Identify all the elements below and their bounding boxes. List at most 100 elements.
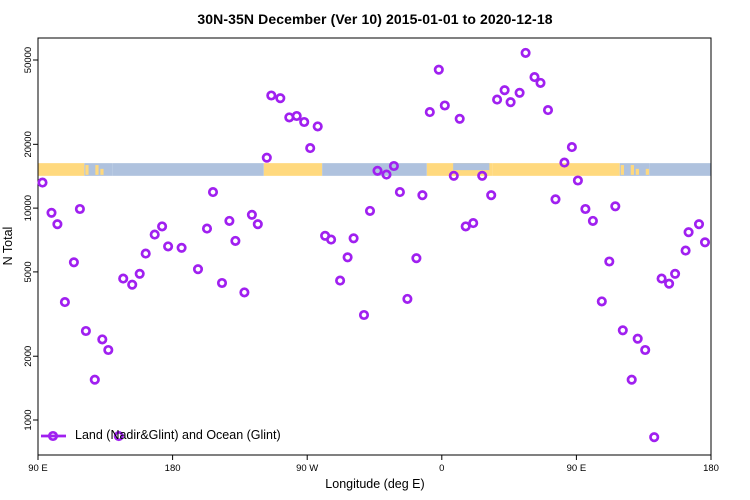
data-point	[699, 237, 711, 248]
data-point	[587, 215, 598, 226]
data-point	[59, 297, 70, 308]
x-tick-label: 90 E	[28, 463, 48, 474]
chart-title: 30N-35N December (Ver 10) 2015-01-01 to …	[197, 11, 553, 27]
data-point	[559, 157, 570, 168]
data-point	[305, 143, 316, 154]
data-point	[291, 110, 302, 122]
x-tick-label: 180	[165, 463, 181, 474]
data-point	[566, 142, 577, 153]
y-axis-label: N Total	[1, 226, 15, 266]
x-tick-label: 90 W	[296, 463, 318, 474]
data-point	[656, 273, 667, 284]
data-point	[596, 296, 607, 307]
data-point	[80, 325, 91, 337]
x-tick-label: 180	[703, 463, 719, 474]
data-point	[163, 241, 174, 252]
map-strip-island-patch	[95, 165, 99, 175]
data-point	[261, 152, 272, 163]
x-tick-label: 90 E	[567, 463, 587, 474]
plot-border	[37, 37, 712, 456]
data-point	[52, 219, 63, 230]
data-point	[505, 97, 516, 108]
data-point	[97, 334, 108, 345]
data-point	[649, 432, 660, 443]
data-point	[37, 177, 48, 188]
map-strip-island-segment	[619, 163, 650, 176]
y-tick-label: 1000	[23, 409, 34, 430]
data-point	[299, 116, 310, 128]
data-point	[113, 431, 124, 442]
y-tick-label: 2000	[23, 346, 34, 367]
data-point	[201, 223, 213, 234]
legend-marker-icon	[47, 430, 59, 442]
data-point	[680, 245, 691, 256]
data-point	[640, 344, 651, 356]
map-strip-island-patch	[100, 168, 104, 175]
data-point	[140, 248, 151, 259]
legend-label: Land (Nadir&Glint) and Ocean (Glint)	[75, 428, 281, 442]
data-point	[68, 257, 79, 268]
data-point	[477, 170, 488, 181]
data-point	[604, 256, 615, 267]
data-point	[275, 93, 286, 104]
data-point	[358, 309, 370, 321]
data-point	[192, 264, 204, 275]
data-point	[372, 165, 383, 176]
data-point	[127, 279, 138, 290]
map-strip-island-patch	[635, 168, 639, 175]
data-point	[224, 215, 235, 226]
data-point	[468, 218, 479, 229]
data-point	[335, 275, 346, 286]
map-strip-land-segment	[492, 163, 620, 176]
data-point	[394, 187, 405, 198]
map-strip-island-segment	[84, 163, 113, 176]
data-point	[670, 268, 681, 279]
data-point	[342, 252, 353, 263]
data-point	[499, 85, 510, 96]
data-point	[118, 273, 129, 284]
data-point	[626, 374, 637, 385]
data-point	[312, 121, 323, 132]
data-point	[433, 64, 444, 75]
x-tick-label: 0	[439, 463, 444, 474]
data-point	[492, 94, 503, 105]
data-point	[424, 107, 435, 118]
data-point	[550, 194, 561, 205]
data-point	[157, 221, 168, 232]
data-point	[439, 100, 450, 111]
y-tick-label: 5000	[23, 261, 34, 282]
y-tick-label: 20000	[23, 131, 34, 157]
data-point	[46, 207, 57, 218]
x-axis-label: Longitude (deg E)	[325, 477, 425, 491]
data-point	[454, 113, 465, 124]
map-strip-island-patch	[85, 165, 89, 175]
data-point	[266, 90, 277, 101]
data-point	[326, 234, 337, 245]
data-point	[535, 77, 546, 88]
data-point	[402, 293, 413, 304]
data-point	[176, 242, 187, 253]
data-point	[617, 325, 628, 336]
data-point	[364, 205, 376, 216]
data-point	[448, 170, 459, 181]
data-point	[486, 190, 497, 201]
data-point	[103, 344, 114, 356]
data-point	[693, 219, 705, 230]
data-point	[74, 203, 85, 215]
data-point	[207, 187, 219, 198]
map-strip-island-patch	[645, 168, 649, 175]
data-point	[683, 227, 694, 238]
data-point	[252, 219, 263, 230]
data-point	[529, 72, 540, 83]
data-point	[632, 333, 643, 344]
data-point	[381, 169, 392, 180]
map-strip-island-patch	[620, 165, 624, 175]
map-strip-land-segment	[263, 163, 323, 176]
data-point	[246, 209, 257, 220]
map-strip-ocean-segment	[649, 163, 711, 176]
data-point	[417, 190, 428, 201]
map-strip-land-segment	[38, 163, 85, 176]
data-point	[664, 278, 675, 289]
map-strip-island-patch	[630, 165, 634, 175]
data-point	[216, 277, 228, 289]
